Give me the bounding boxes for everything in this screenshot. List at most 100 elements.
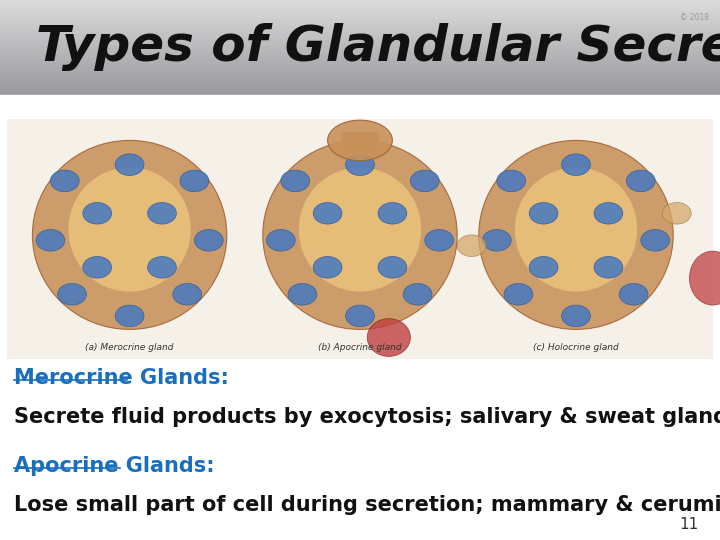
- Text: Merocrine Glands:: Merocrine Glands:: [14, 368, 229, 388]
- Bar: [0, 71, 720, 72]
- Circle shape: [378, 256, 407, 278]
- Bar: [0, 19, 720, 20]
- Circle shape: [662, 202, 691, 224]
- Bar: [0, 65, 720, 66]
- Circle shape: [504, 284, 533, 305]
- Bar: [0, 25, 720, 26]
- Bar: [0, 83, 720, 84]
- Bar: [0, 64, 720, 65]
- Bar: [0, 32, 720, 33]
- Circle shape: [313, 256, 342, 278]
- Bar: [0, 17, 720, 18]
- Bar: [0, 57, 720, 58]
- Circle shape: [115, 154, 144, 176]
- Bar: [0, 33, 720, 34]
- Bar: [0, 93, 720, 94]
- Bar: [0, 39, 720, 40]
- Circle shape: [313, 202, 342, 224]
- Bar: [0, 78, 720, 79]
- Bar: [0, 92, 720, 93]
- Bar: [0, 11, 720, 12]
- Bar: [0, 77, 720, 78]
- Bar: [0, 87, 720, 89]
- Bar: [0, 73, 720, 75]
- Bar: [0, 1, 720, 2]
- Circle shape: [529, 256, 558, 278]
- Bar: [0, 59, 720, 60]
- Bar: [0, 10, 720, 11]
- Bar: [0, 28, 720, 30]
- Circle shape: [180, 170, 209, 192]
- Bar: [0, 43, 720, 44]
- Circle shape: [346, 305, 374, 327]
- Bar: [0, 75, 720, 76]
- Bar: [0, 46, 720, 47]
- Bar: [0, 49, 720, 50]
- Circle shape: [83, 202, 112, 224]
- Bar: [0, 48, 720, 49]
- Bar: [0, 50, 720, 51]
- Ellipse shape: [515, 167, 637, 292]
- Bar: [0, 34, 720, 36]
- Circle shape: [266, 230, 295, 251]
- Bar: [0, 26, 720, 27]
- Circle shape: [410, 170, 439, 192]
- Bar: [0, 20, 720, 21]
- Circle shape: [378, 202, 407, 224]
- Bar: [0, 27, 720, 29]
- Bar: [0, 44, 720, 45]
- Bar: [0, 5, 720, 6]
- Text: (c) Holocrine gland: (c) Holocrine gland: [533, 343, 619, 352]
- Text: Types of Glandular Secretion: Types of Glandular Secretion: [36, 23, 720, 71]
- Circle shape: [403, 284, 432, 305]
- Bar: [0, 91, 720, 92]
- Circle shape: [594, 202, 623, 224]
- Bar: [0, 45, 720, 46]
- Bar: [0, 30, 720, 31]
- Bar: [0, 23, 720, 24]
- Circle shape: [148, 202, 176, 224]
- Bar: [0, 18, 720, 19]
- Text: (a) Merocrine gland: (a) Merocrine gland: [86, 343, 174, 352]
- Circle shape: [83, 256, 112, 278]
- Circle shape: [594, 256, 623, 278]
- Text: 11: 11: [679, 517, 698, 532]
- Bar: [0, 69, 720, 70]
- Bar: [0, 82, 720, 83]
- Circle shape: [497, 170, 526, 192]
- Circle shape: [281, 170, 310, 192]
- Bar: [0, 12, 720, 13]
- Bar: [0, 56, 720, 57]
- Circle shape: [148, 256, 176, 278]
- Bar: [0, 68, 720, 69]
- Circle shape: [50, 170, 79, 192]
- Bar: [0, 40, 720, 42]
- Ellipse shape: [479, 140, 673, 329]
- Ellipse shape: [328, 120, 392, 160]
- Bar: [0, 0, 720, 1]
- Circle shape: [346, 154, 374, 176]
- Bar: [0, 84, 720, 85]
- Bar: [0, 15, 720, 17]
- Bar: [0, 86, 720, 87]
- Text: Apocrine Glands:: Apocrine Glands:: [14, 456, 215, 476]
- Bar: [342, 132, 378, 154]
- Bar: [0, 89, 720, 90]
- Bar: [0, 7, 720, 8]
- Text: © 2018: © 2018: [680, 14, 709, 23]
- Bar: [0, 36, 720, 37]
- Ellipse shape: [367, 319, 410, 356]
- Text: Secrete fluid products by exocytosis; salivary & sweat glands, pancreas: Secrete fluid products by exocytosis; sa…: [14, 407, 720, 427]
- Circle shape: [425, 230, 454, 251]
- Circle shape: [482, 230, 511, 251]
- Bar: [0, 72, 720, 73]
- Ellipse shape: [690, 251, 720, 305]
- Bar: [0, 80, 720, 82]
- Circle shape: [562, 305, 590, 327]
- Circle shape: [457, 235, 486, 256]
- Circle shape: [288, 284, 317, 305]
- Bar: [7, 119, 713, 359]
- Bar: [0, 90, 720, 91]
- Circle shape: [641, 230, 670, 251]
- Circle shape: [626, 170, 655, 192]
